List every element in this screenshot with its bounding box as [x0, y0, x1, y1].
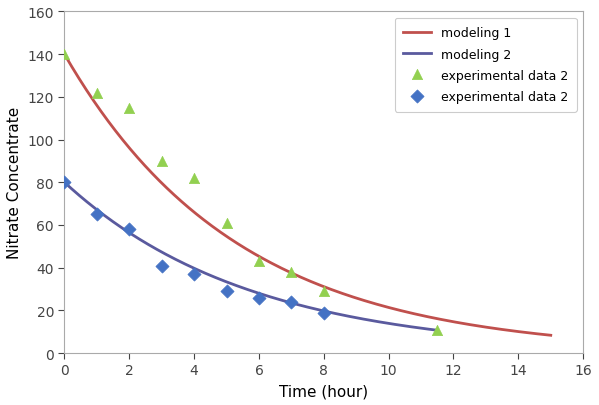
modeling 1: [547, 333, 554, 338]
modeling 2: [61, 180, 68, 185]
experimental data 2: [125, 226, 134, 233]
Y-axis label: Nitrate Concentrate: Nitrate Concentrate: [7, 107, 22, 259]
experimental data 2: [319, 288, 329, 295]
modeling 2: [283, 299, 290, 304]
modeling 1: [415, 312, 422, 317]
modeling 1: [219, 232, 226, 237]
modeling 1: [61, 53, 68, 58]
experimental data 2: [157, 158, 167, 165]
Legend: modeling 1, modeling 2, experimental data 2, experimental data 2: modeling 1, modeling 2, experimental dat…: [395, 19, 577, 112]
experimental data 2: [254, 294, 264, 301]
experimental data 2: [125, 105, 134, 111]
experimental data 2: [189, 175, 199, 182]
modeling 1: [253, 253, 261, 258]
experimental data 2: [157, 262, 167, 269]
Line: modeling 1: modeling 1: [65, 55, 550, 335]
modeling 2: [282, 299, 289, 304]
experimental data 2: [92, 211, 102, 218]
experimental data 2: [222, 220, 231, 226]
modeling 1: [119, 139, 126, 143]
modeling 2: [399, 323, 406, 328]
modeling 2: [289, 301, 297, 306]
modeling 1: [367, 300, 374, 305]
experimental data 2: [92, 90, 102, 97]
experimental data 2: [60, 179, 69, 186]
experimental data 2: [189, 271, 199, 278]
modeling 2: [62, 181, 69, 186]
experimental data 2: [319, 309, 329, 316]
experimental data 2: [432, 326, 442, 333]
modeling 2: [434, 328, 441, 333]
X-axis label: Time (hour): Time (hour): [279, 383, 368, 398]
modeling 1: [412, 312, 419, 317]
experimental data 2: [286, 299, 296, 305]
Line: modeling 2: modeling 2: [65, 183, 437, 330]
experimental data 2: [222, 288, 231, 295]
experimental data 2: [254, 258, 264, 265]
experimental data 2: [60, 52, 69, 58]
modeling 2: [375, 320, 382, 324]
experimental data 2: [286, 269, 296, 275]
